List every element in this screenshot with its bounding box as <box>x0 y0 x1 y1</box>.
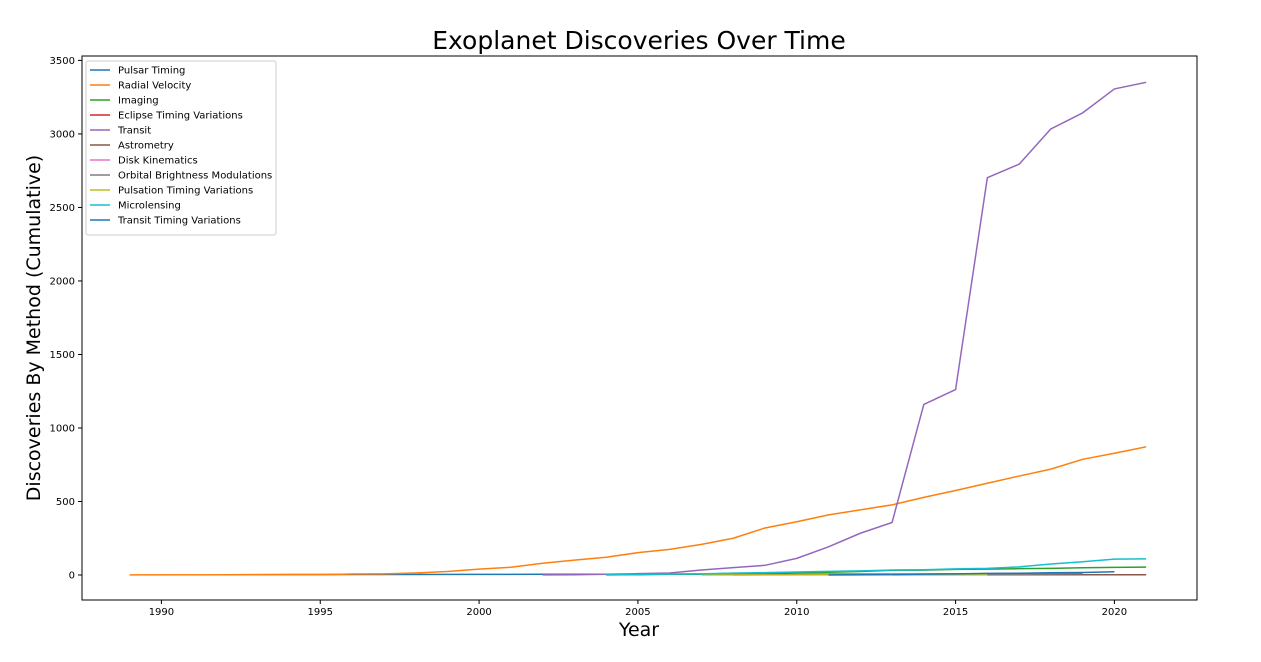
y-tick-label: 1500 <box>50 350 75 361</box>
legend-label: Microlensing <box>118 201 181 212</box>
x-axis-label: Year <box>618 619 659 641</box>
x-tick-label: 1995 <box>308 607 333 618</box>
x-axis: 1990 1995 2000 2005 2010 2015 2020 <box>149 600 1127 618</box>
legend-label: Transit <box>117 126 151 137</box>
legend-label: Radial Velocity <box>118 81 191 92</box>
y-axis: 0 500 1000 1500 2000 2500 3000 3500 <box>50 56 82 582</box>
plot-frame <box>81 55 1198 601</box>
y-tick-label: 500 <box>56 497 75 508</box>
series-line-transit <box>542 81 1147 576</box>
legend-label: Pulsar Timing <box>118 66 185 77</box>
y-axis-label: Discoveries By Method (Cumulative) <box>23 155 45 501</box>
legend-label: Eclipse Timing Variations <box>118 111 243 122</box>
legend-label: Orbital Brightness Modulations <box>118 171 272 182</box>
y-tick-label: 2500 <box>50 203 75 214</box>
y-tick-label: 2000 <box>50 276 75 287</box>
y-tick-label: 3000 <box>50 129 75 140</box>
x-tick-label: 1990 <box>149 607 174 618</box>
y-tick-label: 0 <box>69 571 75 582</box>
series-line-transit-timing-variations <box>828 571 1115 576</box>
series-line-radial-velocity <box>129 446 1147 576</box>
legend-label: Transit Timing Variations <box>117 216 241 227</box>
plot-lines <box>129 81 1147 576</box>
chart-title: Exoplanet Discoveries Over Time <box>432 26 846 55</box>
x-tick-label: 2015 <box>943 607 968 618</box>
legend: Pulsar Timing Radial Velocity Imaging Eclip… <box>85 60 277 236</box>
y-tick-label: 3500 <box>50 56 75 67</box>
series-line-microlensing <box>606 558 1147 576</box>
x-tick-label: 2005 <box>625 607 650 618</box>
x-tick-label: 2010 <box>784 607 809 618</box>
legend-label: Pulsation Timing Variations <box>118 186 253 197</box>
legend-label: Astrometry <box>118 141 174 152</box>
legend-label: Disk Kinematics <box>118 156 198 167</box>
x-tick-label: 2000 <box>466 607 491 618</box>
legend-label: Imaging <box>118 96 159 107</box>
legend-box <box>85 60 277 236</box>
y-tick-label: 1000 <box>50 423 75 434</box>
x-tick-label: 2020 <box>1102 607 1127 618</box>
